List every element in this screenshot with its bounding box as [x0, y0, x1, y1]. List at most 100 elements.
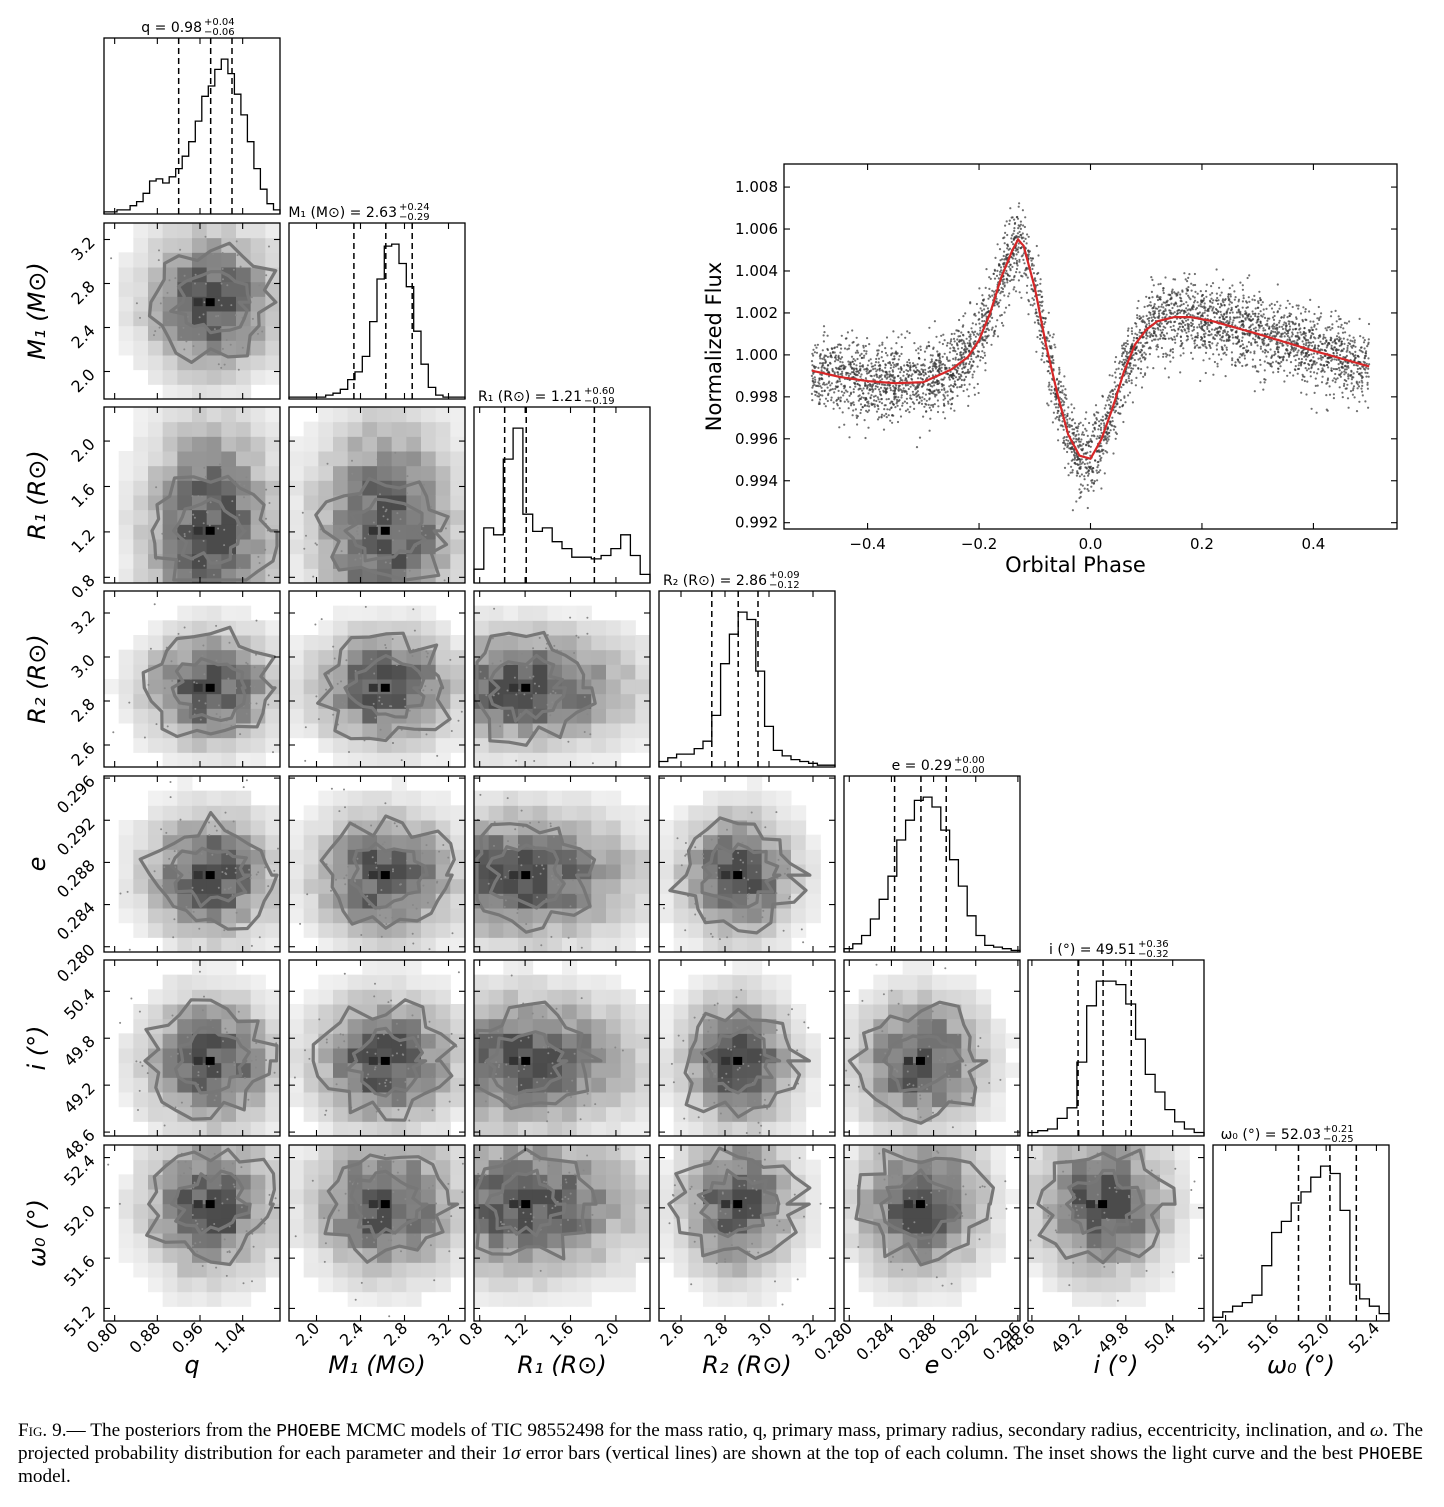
density-bin: [435, 465, 451, 481]
density-bin: [844, 1189, 860, 1205]
sample-point: [716, 1002, 719, 1005]
density-bin: [1057, 1277, 1073, 1293]
sample-point: [170, 1055, 173, 1058]
density-bin: [450, 1062, 466, 1078]
density-bin: [606, 1203, 622, 1219]
sample-point: [692, 1072, 694, 1075]
density-bin: [703, 878, 719, 894]
density-bin: [1130, 1291, 1146, 1307]
density-bin: [946, 1106, 962, 1122]
sample-point: [392, 1160, 395, 1163]
figure-canvas: q = 0.98 +0.04−0.062.02.42.83.2M₁ (M⊙)M₁ …: [23, 17, 1398, 1379]
sample-point: [193, 516, 196, 519]
x-tick-label: 0.88: [126, 1318, 165, 1357]
sample-point: [220, 1184, 222, 1187]
density-bin: [620, 1106, 636, 1122]
density-bin: [606, 878, 622, 894]
density-bin: [162, 311, 178, 327]
sample-point: [367, 1073, 370, 1076]
density-bin: [791, 1121, 807, 1137]
sample-point: [532, 675, 535, 678]
density-bin: [635, 820, 651, 836]
sample-point: [381, 843, 384, 846]
sample-point: [546, 634, 549, 636]
density-bin: [377, 790, 393, 806]
sample-point: [900, 1176, 903, 1179]
density-bin: [177, 605, 193, 621]
sample-point: [484, 1173, 487, 1176]
density-bin: [747, 1189, 763, 1205]
density-bin: [659, 908, 675, 924]
peak-bin: [915, 1056, 925, 1065]
sample-point: [384, 561, 387, 564]
sample-point: [166, 725, 169, 728]
sample-point: [325, 1041, 328, 1044]
sample-point: [743, 1184, 746, 1187]
sample-point: [217, 363, 220, 366]
density-bin: [162, 1077, 178, 1093]
sample-point: [234, 871, 237, 874]
density-bin: [703, 1233, 719, 1249]
density-bin: [435, 1106, 451, 1122]
x-tick-label: 0.284: [852, 1318, 898, 1364]
sample-point: [254, 1055, 257, 1058]
density-bin: [635, 1004, 651, 1020]
data-point: [1024, 237, 1027, 240]
data-point: [1334, 381, 1337, 384]
sample-point: [303, 547, 306, 550]
sample-point: [147, 683, 150, 686]
density-bin: [177, 1277, 193, 1293]
density-bin: [289, 849, 305, 865]
density-bin: [206, 974, 222, 990]
sample-point: [396, 1052, 398, 1055]
sample-point: [250, 296, 253, 299]
sample-point: [373, 995, 376, 998]
density-bin: [289, 1092, 305, 1108]
sample-point: [351, 459, 353, 462]
density-bin: [576, 620, 592, 636]
density-bin: [333, 878, 349, 894]
sample-point: [730, 1244, 733, 1247]
density-bin: [990, 1233, 1006, 1249]
density-bin: [1028, 1174, 1044, 1190]
density-bin: [732, 1159, 748, 1175]
density-bin: [406, 960, 422, 976]
peak-bin: [1086, 1200, 1096, 1209]
density-bin: [133, 1218, 149, 1234]
density-bin: [250, 1048, 266, 1064]
density-bin: [673, 805, 689, 821]
density-bin: [435, 635, 451, 651]
density-bin: [474, 737, 490, 753]
panel-title: e = 0.29: [892, 758, 952, 774]
sample-point: [406, 859, 408, 862]
density-bin: [717, 1277, 733, 1293]
sample-point: [729, 1099, 732, 1102]
sample-point: [1047, 1214, 1050, 1217]
sample-point: [218, 704, 220, 707]
density-bin: [265, 908, 281, 924]
density-bin: [148, 635, 164, 651]
density-bin: [635, 908, 651, 924]
y-axis-label: e: [23, 857, 51, 872]
sample-point: [787, 1084, 790, 1086]
density-bin: [844, 1033, 860, 1049]
sample-point: [360, 1089, 363, 1092]
sample-point: [1130, 1220, 1133, 1223]
peak-bin: [193, 1200, 203, 1209]
density-bin: [206, 1233, 222, 1249]
sample-point: [414, 1234, 416, 1237]
sample-point: [263, 1222, 266, 1225]
density-bin: [206, 790, 222, 806]
sample-point: [354, 1298, 357, 1301]
density-bin: [717, 937, 733, 953]
data-point: [1339, 326, 1342, 329]
density-bin: [303, 864, 319, 880]
density-bin: [118, 311, 134, 327]
density-bin: [406, 451, 422, 467]
sample-point: [524, 1220, 527, 1223]
density-bin: [435, 495, 451, 511]
sample-point: [356, 533, 359, 536]
density-bin: [250, 237, 266, 253]
density-bin: [791, 908, 807, 924]
sample-point: [431, 1184, 434, 1187]
